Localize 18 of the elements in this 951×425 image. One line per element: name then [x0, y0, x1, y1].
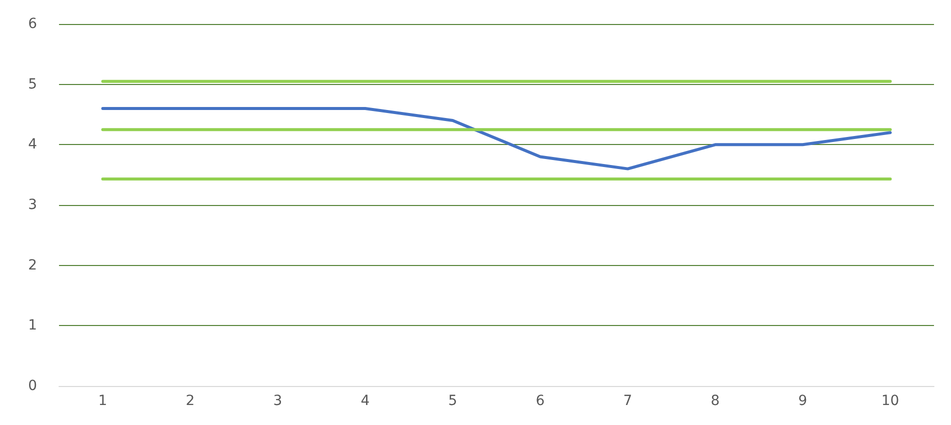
y-tick-label: 3 — [28, 197, 37, 213]
y-tick-label: 0 — [28, 378, 37, 394]
y-tick-label: 1 — [28, 318, 37, 334]
y-tick-label: 4 — [28, 136, 38, 153]
x-tick-label: 1 — [98, 393, 108, 409]
x-tick-label: 3 — [273, 393, 282, 409]
x-tick-label: 4 — [360, 393, 370, 409]
x-tick-label: 2 — [186, 393, 195, 409]
y-tick-label: 6 — [28, 16, 38, 32]
x-tick-label: 6 — [536, 393, 545, 409]
x-tick-label: 5 — [448, 393, 458, 409]
y-tick-label: 5 — [28, 76, 37, 92]
line-series — [101, 106, 892, 170]
y-tick-label: 2 — [28, 257, 37, 274]
x-tick-label: 7 — [623, 393, 632, 409]
x-tick-label: 8 — [710, 393, 720, 409]
x-tick-label: 10 — [881, 393, 900, 409]
x-tick-label: 9 — [798, 393, 808, 409]
